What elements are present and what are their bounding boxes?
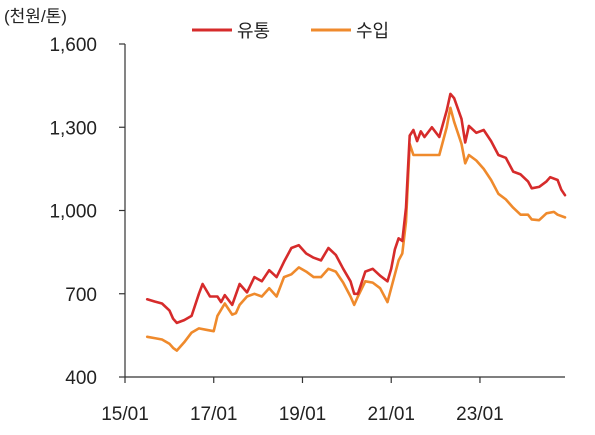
legend-label: 수입	[356, 21, 389, 42]
y-tick-label: 700	[65, 285, 97, 306]
y-tick-label: 400	[65, 368, 97, 389]
y-axis-unit-label: (천원/톤)	[4, 7, 67, 26]
x-tick-label: 15/01	[101, 404, 149, 425]
x-tick-label: 23/01	[456, 404, 504, 425]
series-line-import	[145, 106, 567, 352]
y-tick-label: 1,300	[49, 118, 97, 139]
axes: 400 700 1,000 1,300 1,600 15/01 17/01 19/01 21/0…	[49, 35, 565, 425]
y-tick-label: 1,600	[49, 35, 97, 56]
x-tick-label: 17/01	[190, 404, 238, 425]
x-tick-label: 21/01	[367, 404, 415, 425]
series-line-distribution	[145, 92, 567, 325]
legend: 유통 수입	[192, 21, 389, 42]
x-tick-label: 19/01	[279, 404, 327, 425]
legend-label: 유통	[237, 21, 270, 42]
y-tick-label: 1,000	[49, 202, 97, 223]
series-lines	[145, 92, 567, 352]
